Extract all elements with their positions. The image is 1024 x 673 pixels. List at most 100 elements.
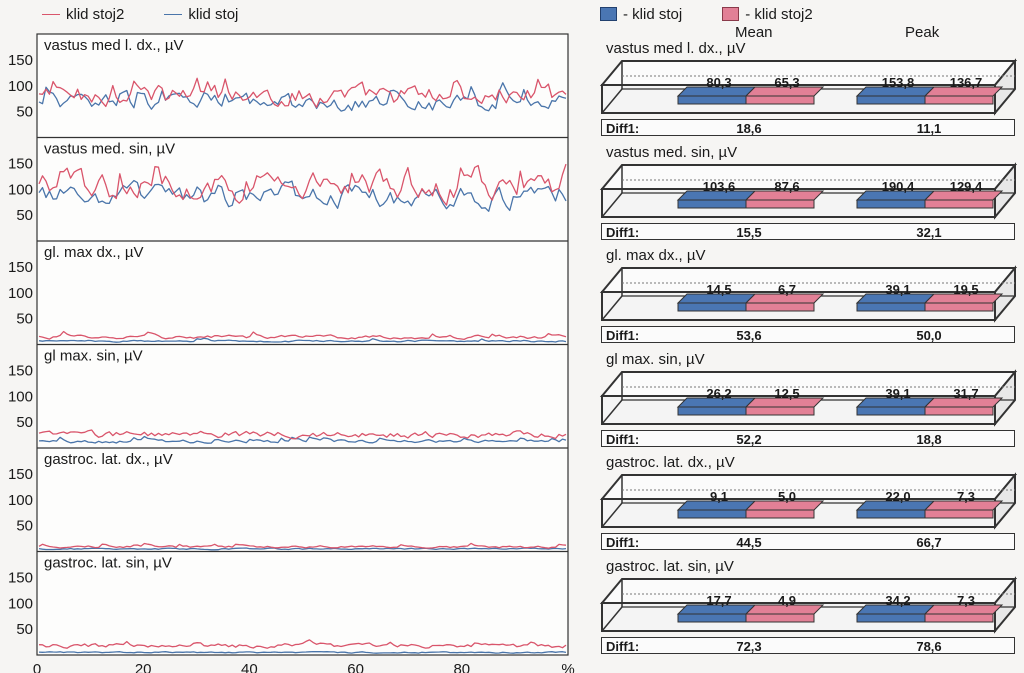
bar-peak-klid-stoj2	[924, 95, 994, 105]
diff-label: Diff1:	[606, 431, 640, 447]
summary-panel: gl. max dx., µV 14,5 6,7 39,1 19,5 Diff1: 53,6…	[597, 247, 1018, 350]
frame-floor-edge	[601, 606, 623, 632]
bar-mean-klid-stoj2-top	[744, 604, 825, 615]
bar-peak-klid-stoj2-top	[923, 86, 1004, 97]
bar-mean-klid-stoj2-top	[744, 293, 825, 304]
y-tick-label: 100	[8, 595, 33, 612]
legend-line-klid-stoj2	[42, 13, 60, 15]
summary-panel: gl max. sin, µV 26,2 12,5 39,1 31,7 Diff1: 52,…	[597, 351, 1018, 454]
x-tick-label: 20	[135, 661, 152, 673]
diff-label: Diff1:	[606, 535, 640, 551]
summary-bar-frame	[599, 161, 1018, 220]
diff-value-mean: 72,3	[736, 639, 762, 654]
bar-peak-klid-stoj	[856, 302, 926, 312]
bar-peak-klid-stoj2-top	[923, 190, 1004, 201]
bar-mean-klid-stoj2	[745, 406, 815, 416]
summary-panel: vastus med. sin, µV 103,6 87,6 190,4 129,4 Di…	[597, 144, 1018, 247]
value-mean-klid-stoj: 14,5	[706, 282, 732, 298]
diff-value-mean: 53,6	[736, 328, 762, 344]
bar-peak-klid-stoj2-top	[923, 604, 1004, 615]
x-tick-label: 40	[241, 661, 258, 673]
diff-value-peak: 11,1	[916, 121, 942, 136]
bar-peak-klid-stoj2	[924, 302, 994, 312]
panel-title: vastus med l. dx., µV	[44, 37, 184, 54]
emg-line-klid-stoj2	[38, 163, 567, 206]
y-tick-label: 50	[16, 311, 33, 328]
bar-mean-klid-stoj	[677, 406, 747, 416]
legend-label-klid-stoj: klid stoj	[188, 5, 239, 23]
bar-peak-klid-stoj2	[924, 406, 994, 416]
y-tick-label: 150	[8, 569, 33, 586]
diff-row: Diff1: 53,6 50,0	[601, 326, 1015, 344]
summary-bar-frame	[599, 58, 1018, 116]
summary-panel-title: gl max. sin, µV	[606, 350, 705, 368]
legend-item-klid-stoj2-bar: - klid stoj2	[722, 6, 813, 23]
frame-floor-edge	[601, 295, 623, 321]
panel-title: gl. max dx., µV	[44, 244, 144, 261]
summary-panel-title: gastroc. lat. sin, µV	[606, 558, 734, 575]
bar-peak-klid-stoj2-top	[923, 500, 1004, 511]
panel-title: gastroc. lat. dx., µV	[44, 451, 173, 468]
x-tick-label: %	[561, 661, 574, 673]
value-peak-klid-stoj2: 31,7	[953, 385, 979, 401]
diff-value-peak: 50,0	[916, 328, 942, 344]
diff-row: Diff1: 44,5 66,7	[601, 533, 1015, 551]
legend-swatch-klid-stoj	[600, 7, 617, 21]
legend-swatch-klid-stoj2	[722, 7, 740, 21]
summary-panel: gastroc. lat. dx., µV 9,1 5,0 22,0 7,3 Diff1:…	[597, 454, 1018, 557]
y-tick-label: 50	[16, 518, 33, 535]
summary-panel-title: gl. max dx., µV	[606, 247, 706, 265]
value-peak-klid-stoj: 153,8	[881, 75, 915, 90]
value-mean-klid-stoj2: 12,5	[774, 385, 800, 401]
emg-line-klid-stoj2	[38, 639, 567, 649]
y-tick-label: 100	[8, 181, 33, 198]
legend-label-klid-stoj-bar: - klid stoj	[623, 5, 683, 23]
value-peak-klid-stoj2: 7,3	[956, 593, 976, 608]
bar-mean-klid-stoj2	[745, 95, 815, 105]
bar-peak-klid-stoj	[856, 613, 926, 623]
legend-label-klid-stoj2-bar: - klid stoj2	[745, 5, 813, 23]
y-tick-label: 50	[16, 207, 33, 224]
panel-title: gastroc. lat. sin, µV	[44, 555, 172, 572]
bar-mean-klid-stoj2-top	[744, 500, 825, 511]
diff-value-mean: 15,5	[736, 224, 762, 240]
value-mean-klid-stoj: 80,3	[706, 75, 732, 90]
frame-floor-edge	[601, 88, 623, 114]
bar-mean-klid-stoj2	[745, 302, 815, 312]
value-mean-klid-stoj: 103,6	[702, 178, 736, 194]
y-tick-label: 150	[8, 466, 33, 483]
y-tick-label: 100	[8, 285, 33, 302]
value-peak-klid-stoj: 190,4	[881, 178, 915, 194]
value-peak-klid-stoj2: 19,5	[953, 282, 979, 298]
value-mean-klid-stoj: 17,7	[706, 593, 732, 608]
summary-panel-title: vastus med l. dx., µV	[606, 40, 746, 57]
y-tick-label: 50	[16, 621, 33, 638]
emg-line-klid-stoj2	[38, 542, 567, 549]
bar-peak-klid-stoj2-top	[923, 397, 1004, 408]
y-tick-label: 150	[8, 362, 33, 379]
emg-line-klid-stoj2	[38, 330, 567, 341]
diff-row: Diff1: 72,3 78,6	[601, 637, 1015, 654]
value-mean-klid-stoj: 9,1	[709, 489, 729, 505]
legend-item-klid-stoj2: klid stoj2	[42, 6, 124, 23]
bar-peak-klid-stoj	[856, 406, 926, 416]
diff-row: Diff1: 15,5 32,1	[601, 222, 1015, 240]
bar-peak-klid-stoj2	[924, 613, 994, 623]
y-tick-label: 100	[8, 388, 33, 405]
diff-value-mean: 52,2	[736, 431, 762, 447]
summary-bar-frame	[599, 472, 1018, 531]
diff-value-peak: 32,1	[916, 224, 942, 240]
frame-floor-edge	[601, 502, 623, 528]
summary-panel-title: gastroc. lat. dx., µV	[606, 454, 735, 472]
summary-panel: gastroc. lat. sin, µV 17,7 4,9 34,2 7,3 Diff1…	[597, 558, 1018, 661]
value-peak-klid-stoj: 34,2	[885, 593, 911, 608]
bar-mean-klid-stoj	[677, 95, 747, 105]
frame-floor-edge	[601, 192, 623, 218]
summary-bar-frame	[599, 265, 1018, 323]
panel-title: gl max. sin, µV	[44, 348, 143, 365]
y-tick-label: 100	[8, 492, 33, 509]
diff-value-mean: 44,5	[736, 535, 762, 551]
y-tick-label: 150	[8, 52, 33, 69]
bar-mean-klid-stoj	[677, 302, 747, 312]
emg-line-klid-stoj2	[38, 77, 567, 108]
